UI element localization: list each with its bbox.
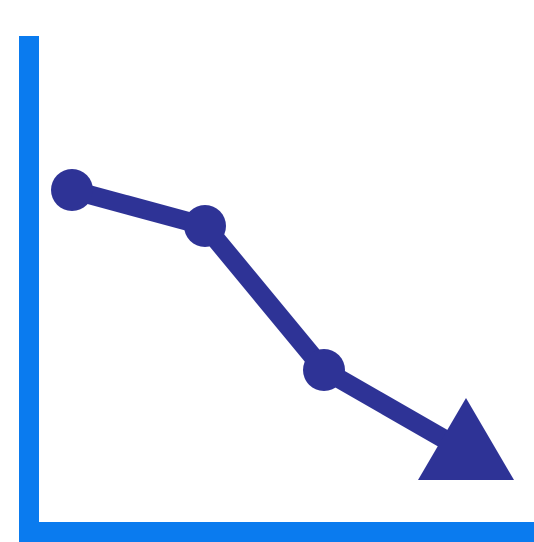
data-point bbox=[184, 205, 226, 247]
data-point bbox=[51, 169, 93, 211]
chart-axes-icon bbox=[19, 36, 534, 542]
arrowhead-icon bbox=[418, 398, 514, 480]
data-point bbox=[303, 349, 345, 391]
trend-line bbox=[62, 180, 482, 465]
